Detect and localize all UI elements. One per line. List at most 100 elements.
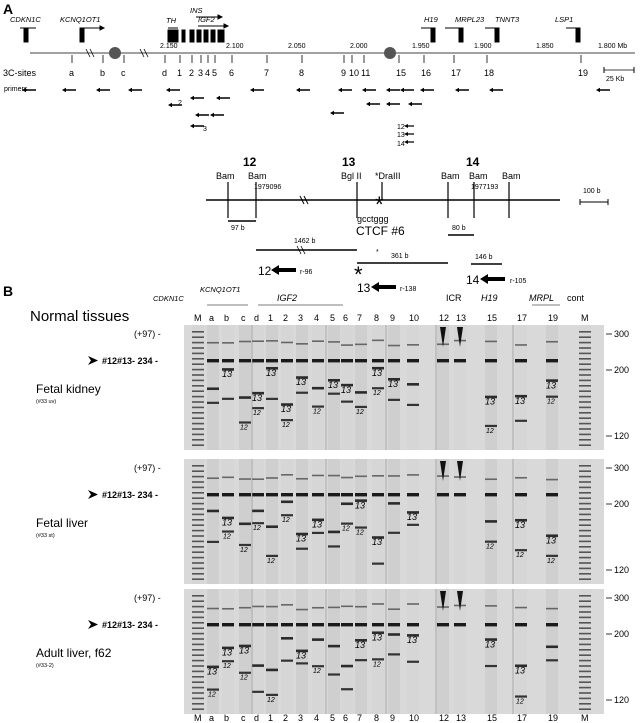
- site-bam: Bam: [248, 171, 267, 181]
- ladder-band: [579, 502, 591, 505]
- band-label-13: 13: [515, 520, 525, 530]
- ladder-band: [579, 406, 591, 409]
- ladder-band: [579, 681, 591, 683]
- band-label-13: 13: [372, 632, 382, 642]
- band-12: [266, 397, 278, 400]
- site-label: 5: [212, 68, 217, 78]
- primer-arrow-icon: [22, 87, 36, 93]
- band-12: [239, 671, 251, 674]
- ladder-band: [579, 595, 591, 597]
- ladder-band: [579, 428, 591, 430]
- ladder-band: [579, 475, 591, 478]
- site-label: 9: [341, 68, 346, 78]
- ladder-band: [192, 638, 204, 640]
- ladder-band: [192, 681, 204, 683]
- marker-size: 300: [614, 463, 629, 473]
- band-label-12: 12: [253, 525, 261, 532]
- gene-th: TH: [166, 16, 177, 25]
- site-label: 1: [177, 68, 182, 78]
- ladder-band: [579, 519, 591, 521]
- svg-text:12: 12: [258, 264, 272, 278]
- band-label-13: 13: [296, 534, 306, 544]
- site-label: 3: [198, 68, 203, 78]
- ctcf-cluster-icon: [384, 47, 396, 59]
- lane-label: 5: [330, 313, 335, 323]
- ctcf-motif: gcctggg: [357, 214, 389, 224]
- band-234: [312, 359, 324, 363]
- ladder-band: [579, 546, 591, 548]
- primer-arrow-icon: [195, 112, 209, 118]
- band-label-main: #12#13- 234 -: [102, 356, 158, 366]
- band-234: [546, 623, 558, 627]
- band-12: [252, 407, 264, 410]
- marker-size: 120: [614, 565, 629, 575]
- gene-kcnq1ot1: KCNQ1OT1: [60, 15, 100, 24]
- band-234: [515, 623, 527, 627]
- ladder-band: [579, 605, 591, 608]
- row-label-3c-sites: 3C-sites: [3, 68, 37, 78]
- band-234: [372, 623, 384, 627]
- primer-label-12: 12: [397, 124, 405, 131]
- lane-label: 2: [283, 313, 288, 323]
- lane-label: 5: [330, 713, 335, 723]
- arrowhead-icon: [440, 591, 446, 611]
- gels: 13 12 13 12 13 13 12 13 12 13 13 12 13 12 13 13 12 13 13 12…: [36, 325, 629, 714]
- band-234: [454, 493, 466, 497]
- band-12: [296, 547, 308, 550]
- band-234: [388, 493, 400, 497]
- ctcf-site-label: CTCF #6: [356, 224, 405, 238]
- ladder-band: [579, 622, 591, 624]
- band-label-13: 13: [515, 665, 525, 675]
- ladder-band: [579, 444, 591, 446]
- band-234: [485, 493, 497, 497]
- band-12: [207, 688, 219, 691]
- lane-label: 9: [390, 713, 395, 723]
- ladder-band: [192, 616, 204, 619]
- ladder-band: [579, 573, 591, 575]
- ladder-band: [192, 622, 204, 624]
- band-12: [372, 562, 384, 565]
- band-234: [296, 493, 308, 497]
- ladder-band: [579, 486, 591, 489]
- band-13: [515, 664, 527, 668]
- band-12: [207, 401, 219, 404]
- band-label-13: 13: [207, 667, 217, 677]
- ladder-band: [579, 358, 591, 360]
- band-12: [407, 403, 419, 407]
- ladder-band: [192, 390, 204, 392]
- band-234: [355, 359, 367, 363]
- site-label: 7: [264, 68, 269, 78]
- band-12: [281, 419, 293, 422]
- ladder-band: [192, 535, 204, 537]
- primer-arrow-icon: [362, 87, 376, 93]
- ctcf-cluster-icon: [109, 47, 121, 59]
- band-13: [312, 518, 324, 522]
- ladder-band: [579, 385, 591, 387]
- band-13: [372, 631, 384, 635]
- band-12: [239, 543, 251, 547]
- band-234: [437, 359, 449, 363]
- band-12: [388, 398, 400, 401]
- band-13: [485, 395, 497, 399]
- band-label-13: 13: [296, 651, 306, 661]
- size-97b: 97 b: [231, 225, 245, 232]
- gene-labels: CDKN1C KCNQ1OT1 TH INS IGF2 H19 MRPL23 T…: [10, 6, 573, 25]
- band-234: [407, 359, 419, 363]
- band-label-main: #12#13- 234 -: [102, 490, 158, 500]
- ladder-band: [192, 379, 204, 382]
- ladder-band: [192, 513, 204, 516]
- ladder-band: [579, 524, 591, 526]
- band-label-12: 12: [356, 409, 364, 416]
- ladder-band: [192, 600, 204, 602]
- lane-label: 15: [487, 713, 497, 723]
- gene-tnnt3: TNNT3: [495, 15, 520, 24]
- ladder-band: [579, 379, 591, 382]
- band-234: [222, 359, 234, 363]
- ladder-band: [579, 368, 591, 371]
- band-234: [207, 493, 219, 497]
- header-h19: H19: [481, 293, 498, 303]
- lane-label: 10: [409, 313, 419, 323]
- band-13: [266, 525, 278, 529]
- band-label-12: 12: [267, 697, 275, 704]
